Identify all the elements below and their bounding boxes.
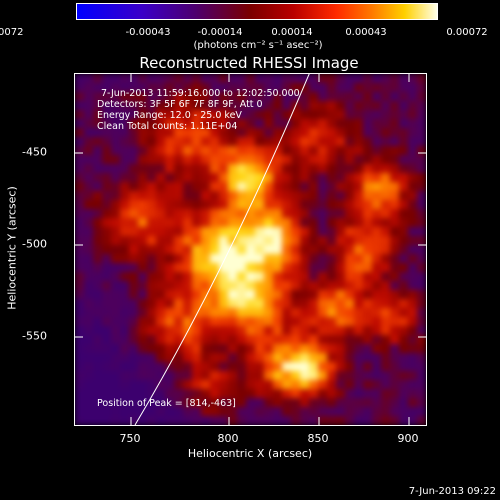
heatmap-image	[75, 74, 426, 425]
colorbar	[76, 3, 438, 20]
time-range-label: 7-Jun-2013 11:59:16.000 to 12:02:50.000	[101, 88, 300, 99]
peak-position-label: Position of Peak = [814,-463]	[97, 398, 236, 409]
y-tick-label: -500	[22, 237, 47, 251]
colorbar-tick: -0.00072	[0, 27, 24, 38]
y-axis-label: Heliocentric Y (arcsec)	[5, 186, 19, 310]
x-tick-label: 750	[119, 432, 141, 445]
colorbar-units: (photons cm⁻² s⁻¹ asec⁻²)	[193, 40, 323, 51]
footer-timestamp: 7-Jun-2013 09:22	[408, 486, 496, 497]
energy-range-label: Energy Range: 12.0 - 25.0 keV	[97, 110, 242, 121]
plot-title: Reconstructed RHESSI Image	[139, 54, 359, 72]
y-tick-label: -450	[22, 145, 47, 159]
clean-counts-label: Clean Total counts: 1.11E+04	[97, 121, 238, 132]
x-tick-label: 800	[217, 432, 239, 445]
colorbar-tick: -0.00014	[197, 27, 243, 38]
colorbar-tick: 0.00043	[345, 27, 387, 38]
plot-overlay	[75, 74, 426, 425]
plot-area: 7-Jun-2013 11:59:16.000 to 12:02:50.000 …	[74, 73, 427, 426]
colorbar-tick: -0.00043	[125, 27, 171, 38]
x-tick-label: 900	[397, 432, 419, 445]
x-tick-label: 850	[307, 432, 329, 445]
y-tick-label: -550	[22, 329, 47, 343]
axis-ticks	[75, 74, 426, 425]
solar-limb-line	[134, 74, 310, 425]
detectors-label: Detectors: 3F 5F 6F 7F 8F 9F, Att 0	[97, 99, 263, 110]
x-axis-label: Heliocentric X (arcsec)	[187, 447, 313, 460]
colorbar-tick: 0.00072	[446, 27, 488, 38]
colorbar-tick: 0.00014	[271, 27, 313, 38]
